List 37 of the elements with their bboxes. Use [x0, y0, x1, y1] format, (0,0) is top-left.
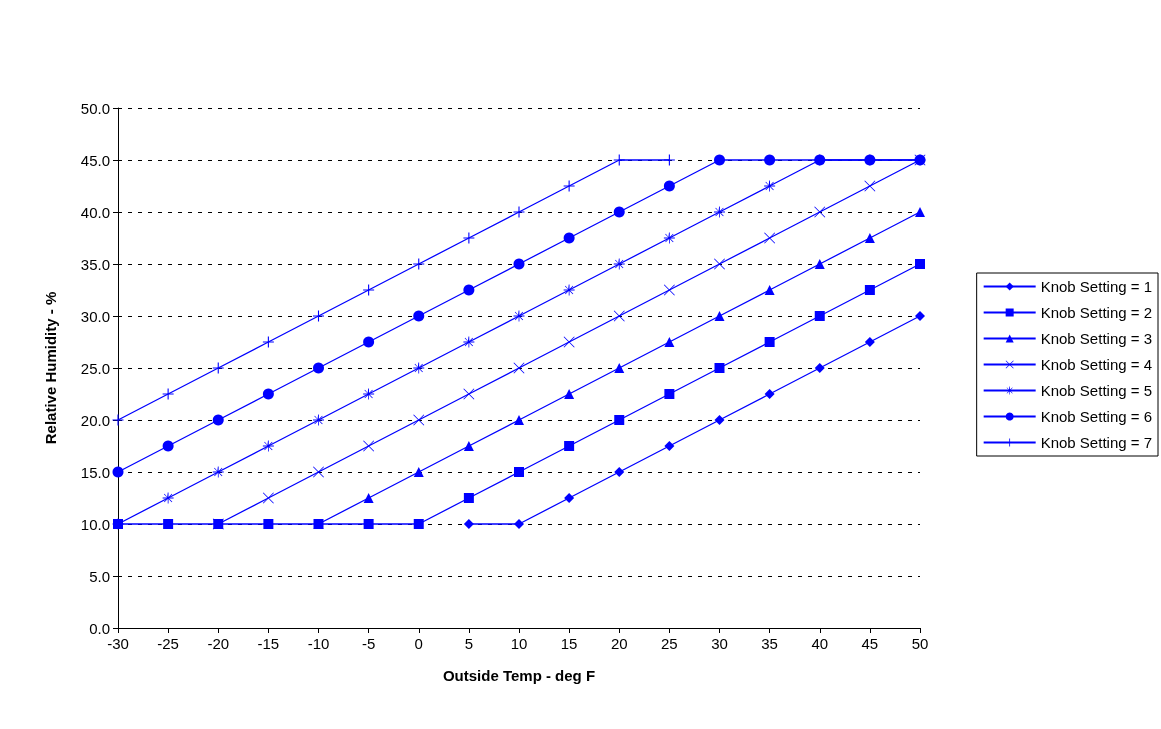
x-tick-label: 30: [711, 635, 728, 652]
x-tick-label: 40: [811, 635, 829, 652]
y-tick-label: 10.0: [80, 515, 110, 533]
x-tick-label: -20: [207, 635, 230, 652]
x-tick-label: 20: [610, 635, 628, 652]
y-tick-label: 45.0: [80, 151, 110, 169]
legend-label: Knob Setting = 7: [1040, 434, 1153, 451]
x-tick-label: 5: [464, 635, 474, 652]
legend-label: Knob Setting = 4: [1040, 356, 1153, 373]
y-tick-label: 30.0: [80, 307, 110, 325]
y-axis-title: Relative Humidity - %: [42, 291, 59, 445]
x-tick-label: -15: [257, 635, 280, 652]
y-tick-label: 25.0: [80, 359, 110, 377]
x-tick-label: 45: [861, 635, 879, 652]
y-tick-label: 15.0: [80, 463, 110, 481]
x-tick-label: 25: [661, 635, 678, 652]
legend-label: Knob Setting = 1: [1040, 278, 1153, 295]
y-tick-label: 5.0: [89, 567, 110, 585]
y-tick-label: 50.0: [80, 99, 110, 117]
x-tick-label: 0: [414, 635, 423, 652]
x-tick-label: 15: [560, 635, 578, 652]
x-tick-label: -10: [307, 635, 330, 652]
y-tick-label: 20.0: [80, 411, 110, 429]
legend-label: Knob Setting = 3: [1040, 330, 1153, 347]
x-tick-label: 50: [911, 635, 929, 652]
x-tick-label: 35: [761, 635, 778, 652]
x-tick-label: 10: [510, 635, 528, 652]
x-tick-label: -5: [361, 635, 376, 652]
y-tick-label: 0.0: [89, 619, 110, 637]
legend-label: Knob Setting = 6: [1040, 408, 1153, 425]
x-axis-title: Outside Temp - deg F: [442, 667, 596, 684]
legend-label: Knob Setting = 2: [1040, 304, 1153, 321]
y-tick-label: 35.0: [80, 255, 110, 273]
x-tick-label: -25: [157, 635, 179, 652]
x-tick-label: -30: [107, 635, 129, 652]
y-tick-label: 40.0: [80, 203, 110, 221]
legend-label: Knob Setting = 5: [1040, 382, 1153, 399]
